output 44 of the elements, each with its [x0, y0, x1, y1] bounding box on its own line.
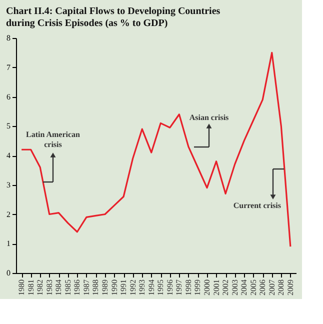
x-tick-label: 1988 [91, 280, 100, 296]
x-tick-label: 1981 [26, 280, 36, 296]
y-tick-label: 7 [6, 62, 10, 72]
x-tick-label: 2006 [258, 280, 268, 296]
y-tick-label: 3 [6, 180, 10, 190]
y-tick-label: 4 [6, 151, 10, 160]
x-tick-label: 1991 [119, 280, 128, 296]
x-tick-label: 1993 [138, 280, 147, 296]
x-tick-label: 2003 [230, 280, 240, 296]
annotation: Current crisis [233, 201, 281, 210]
x-tick-label: 2000 [202, 280, 212, 296]
x-tick-label: 1982 [36, 280, 45, 296]
y-tick-label: 2 [6, 210, 10, 219]
x-tick-label: 2002 [221, 280, 230, 296]
x-tick-label: 1984 [54, 280, 64, 296]
y-tick-label: 0 [6, 268, 10, 278]
y-tick-label: 5 [6, 122, 10, 131]
x-tick-label: 2004 [240, 280, 249, 296]
x-tick-label: 1996 [165, 280, 174, 296]
x-tick-label: 1999 [193, 280, 202, 296]
x-tick-label: 1998 [184, 280, 193, 296]
x-tick-label: 1987 [82, 280, 91, 296]
x-tick-label: 1983 [44, 280, 54, 296]
x-tick-label: 1997 [174, 280, 184, 296]
x-tick-label: 1994 [146, 280, 156, 296]
x-tick-label: 1986 [72, 280, 82, 296]
chart-title: Chart II.4: Capital Flows to Developing Countries during Crisis Episodes (as % to GDP) [6, 6, 220, 29]
x-tick-label: 2007 [267, 280, 276, 296]
y-tick-label: 6 [6, 92, 10, 102]
x-tick-label: 1992 [128, 280, 138, 296]
x-tick-label: 2008 [276, 280, 286, 296]
annotation: Asian crisis [189, 113, 229, 122]
y-tick-label: 8 [6, 34, 10, 42]
line-series [20, 52, 292, 248]
x-tick-label: 1985 [63, 280, 72, 296]
x-tick-label: 2001 [212, 280, 221, 296]
y-tick-label: 1 [6, 239, 10, 248]
annotation: Latin American crisis [26, 130, 81, 149]
x-tick-label: 1995 [156, 280, 166, 296]
x-tick-label: 1980 [17, 280, 26, 296]
x-tick-label: 1990 [110, 280, 119, 296]
x-tick-label: 1989 [100, 280, 110, 296]
x-tick-label: 2005 [248, 280, 258, 296]
x-tick-label: 2009 [286, 280, 295, 296]
